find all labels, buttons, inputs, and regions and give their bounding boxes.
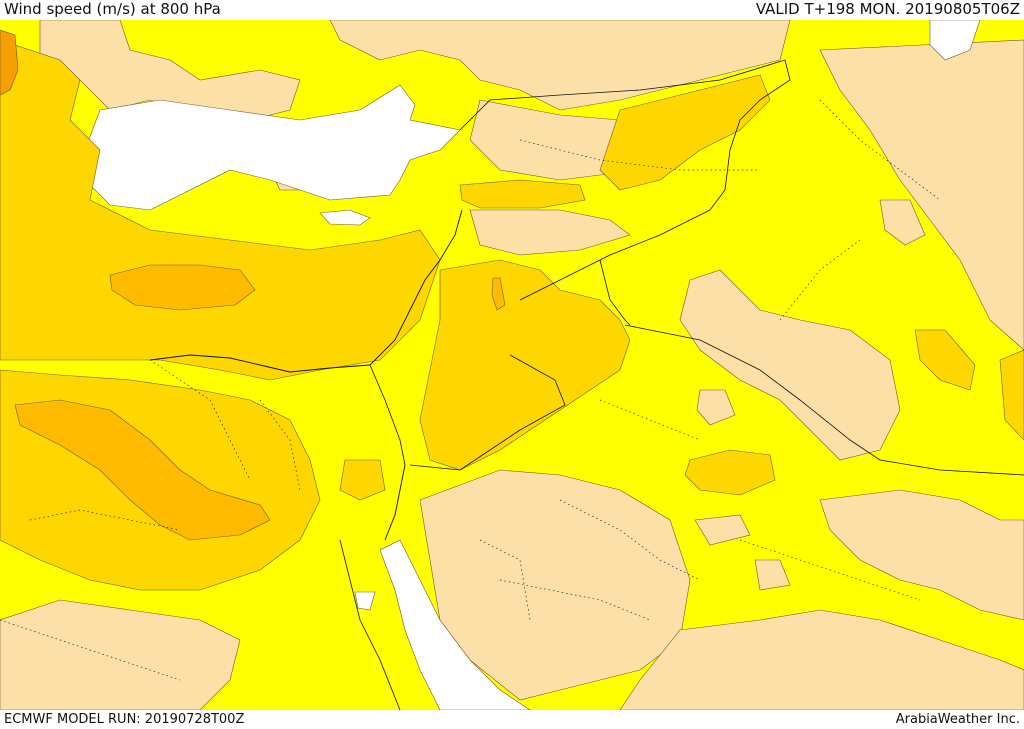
country-borders [339,59,1024,710]
dotted-boundary-10 [259,399,301,491]
regional-borders [0,99,941,681]
calm-area-small-2 [696,389,736,426]
strong-area-jordan [491,277,506,311]
border-iraq-saudi [624,324,1024,476]
moderate-area-iraq-1 [684,449,776,496]
model-run: ECMWF MODEL RUN: 20190728T00Z [4,712,245,727]
calm-area-anatolia [329,20,791,111]
valid-time: VALID T+198 MON. 20190805T06Z [755,0,1020,18]
dotted-boundary-3 [0,619,181,681]
border-egypt-israel [369,364,406,466]
strong-areas [14,264,506,541]
dotted-boundary-5 [819,99,941,201]
moderate-area-iran-1 [914,329,976,391]
calm-area-iraq [679,269,901,461]
border-egypt-sudan [339,539,401,710]
map-title: Wind speed (m/s) at 800 hPa [4,0,221,18]
border-syria-iraq [519,209,711,301]
calm-area-small-1 [879,199,926,246]
sea-small-2 [354,591,376,611]
dotted-boundary-12 [479,539,531,621]
sea-small-1 [319,209,371,226]
footer-bar: ECMWF MODEL RUN: 20190728T00Z ArabiaWeat… [0,710,1024,729]
dotted-boundary-4 [519,139,760,171]
moderate-area-syria-band [459,179,586,209]
coast-levant [369,209,463,366]
calm-area-zagros [819,39,1024,351]
sea-areas [84,20,981,710]
moderate-area-turkey-band [599,74,771,191]
wind-speed-map [0,20,1024,710]
stronger-areas [0,29,19,96]
border-turkey-syria [459,59,791,211]
dotted-boundary-1 [149,359,251,481]
stronger-area-aegean [0,29,19,96]
calm-area-gulf [819,489,1024,621]
calm-area-balkans [39,20,301,121]
dotted-boundary-6 [779,239,861,321]
moderate-area-west-med [0,39,441,381]
sea-red-sea-gulf [379,539,531,710]
moderate-area-sinai [339,459,386,501]
coast-egypt-north [149,354,371,373]
calm-area-small-4 [754,559,791,591]
calm-area-sahara [0,599,241,710]
strong-area-med [109,264,256,311]
moderate-area-east-edge [999,349,1024,441]
header-bar: Wind speed (m/s) at 800 hPa VALID T+198 … [0,0,1024,20]
calm-area-syria [469,209,631,256]
strong-area-egypt [14,399,271,541]
calm-area-small-3 [694,514,751,546]
coast-gulf-aqaba [384,464,406,541]
sea-caspian [929,20,981,61]
calm-area-southeast [619,609,1024,710]
border-iraq-jordan [599,259,631,326]
dotted-boundary-2 [29,509,181,531]
moderate-area-jordan [419,259,631,471]
credit: ArabiaWeather Inc. [895,712,1020,727]
coastlines [149,209,463,541]
sea-aegean-east-med [84,84,461,211]
dotted-boundary-9 [739,539,921,601]
border-jordan-saudi [409,354,566,471]
